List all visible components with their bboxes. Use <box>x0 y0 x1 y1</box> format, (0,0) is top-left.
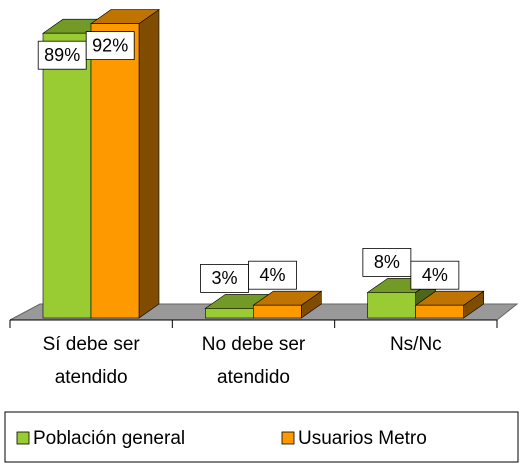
value-label: 3% <box>212 268 238 288</box>
legend-box <box>4 411 519 463</box>
value-label-box <box>248 260 297 290</box>
legend-swatch <box>281 431 295 445</box>
legend-label: Usuarios Metro <box>298 428 427 449</box>
bar-side <box>138 9 160 319</box>
legend-label: Población general <box>33 428 185 449</box>
bar <box>205 308 254 319</box>
value-label: 4% <box>260 265 286 285</box>
value-label-box <box>85 31 135 61</box>
x-tick-label: Sí debe ser atendido <box>42 334 140 388</box>
legend-swatch <box>16 431 30 445</box>
x-tick-label: No debe ser atendido <box>201 334 306 388</box>
value-label: 92% <box>92 35 128 55</box>
bar <box>253 304 302 319</box>
value-label: 8% <box>374 252 400 272</box>
value-label-box <box>410 260 460 290</box>
value-label-box <box>362 247 412 277</box>
bar <box>90 23 140 319</box>
bar <box>367 292 416 319</box>
x-tick-label: Ns/Nc <box>389 334 442 355</box>
value-label: 89% <box>44 45 80 65</box>
bar <box>415 304 464 319</box>
value-label-box <box>200 263 249 293</box>
bar <box>42 32 92 319</box>
value-label: 4% <box>422 265 448 285</box>
value-label-box <box>37 40 87 70</box>
